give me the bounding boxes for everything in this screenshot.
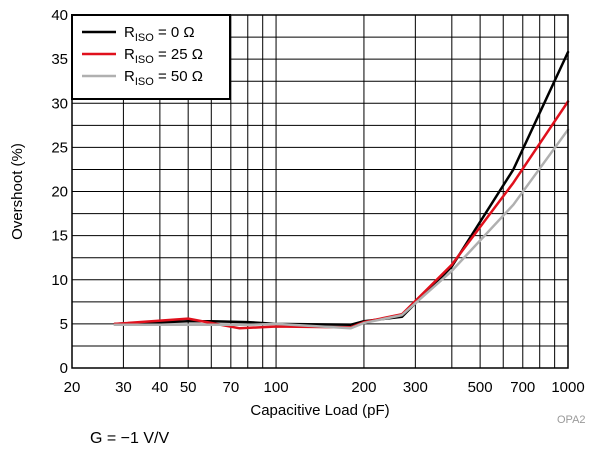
series-line-2 [113, 128, 570, 330]
y-tick-label: 30 [51, 95, 68, 112]
y-tick-label: 10 [51, 272, 68, 289]
x-tick-label: 500 [468, 379, 493, 396]
y-tick-label: 25 [51, 139, 68, 156]
y-tick-label: 15 [51, 228, 68, 245]
x-tick-label: 100 [264, 379, 289, 396]
y-tick-labels: 0 5 10 15 20 25 30 35 40 [51, 7, 68, 377]
watermark-label: OPA2 [557, 414, 586, 426]
series-lines [113, 50, 570, 330]
x-tick-label: 30 [115, 379, 132, 396]
x-axis-label: Capacitive Load (pF) [250, 402, 389, 419]
y-tick-label: 35 [51, 51, 68, 68]
plot-frame [71, 14, 569, 369]
x-tick-label: 40 [152, 379, 169, 396]
x-tick-label: 700 [510, 379, 535, 396]
y-tick-label: 20 [51, 184, 68, 201]
x-tick-label: 300 [403, 379, 428, 396]
y-tick-label: 0 [60, 360, 68, 377]
y-tick-label: 5 [60, 316, 68, 333]
x-tick-labels: 20 30 40 50 70 100 200 300 500 700 1000 [64, 379, 585, 396]
y-axis-label: Overshoot (%) [9, 143, 26, 240]
x-tick-label: 200 [351, 379, 376, 396]
gain-caption: G = −1 V/V [90, 430, 170, 447]
y-tick-label: 40 [51, 7, 68, 24]
x-tick-label: 20 [64, 379, 81, 396]
x-tick-label: 1000 [551, 379, 584, 396]
x-tick-label: 70 [222, 379, 239, 396]
legend-box [71, 14, 231, 100]
x-tick-label: 50 [180, 379, 197, 396]
series-line-1 [113, 100, 570, 330]
